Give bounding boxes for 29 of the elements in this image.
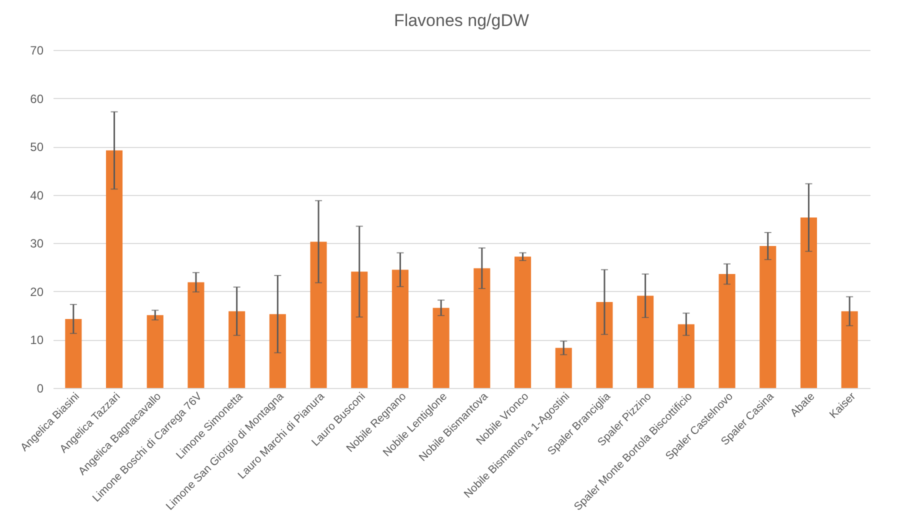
- bar: [760, 246, 776, 388]
- bar: [678, 324, 694, 388]
- bar: [841, 311, 858, 388]
- bar: [146, 315, 164, 388]
- bar: [351, 272, 368, 388]
- bar: [228, 311, 246, 388]
- bar: [474, 268, 490, 388]
- bar: [392, 270, 408, 388]
- bar: [555, 348, 572, 388]
- y-tick-label: 60: [30, 92, 44, 106]
- bar: [514, 256, 532, 388]
- bar: [432, 308, 450, 388]
- bar: [596, 302, 613, 388]
- bar: [718, 274, 736, 388]
- y-tick-label: 40: [30, 188, 44, 202]
- bar: [800, 218, 817, 388]
- chart-title: Flavones ng/gDW: [394, 11, 530, 30]
- bar: [310, 242, 327, 388]
- y-tick-label: 30: [30, 236, 44, 251]
- bar: [65, 318, 82, 388]
- bar: [106, 150, 123, 388]
- y-tick-label: 20: [30, 284, 44, 299]
- y-tick-label: 70: [30, 44, 44, 58]
- y-tick-label: 10: [30, 333, 44, 348]
- y-tick-label: 0: [36, 382, 44, 396]
- bar: [637, 296, 654, 388]
- bar: [269, 314, 286, 388]
- y-tick-label: 50: [30, 140, 44, 154]
- bar: [188, 282, 204, 388]
